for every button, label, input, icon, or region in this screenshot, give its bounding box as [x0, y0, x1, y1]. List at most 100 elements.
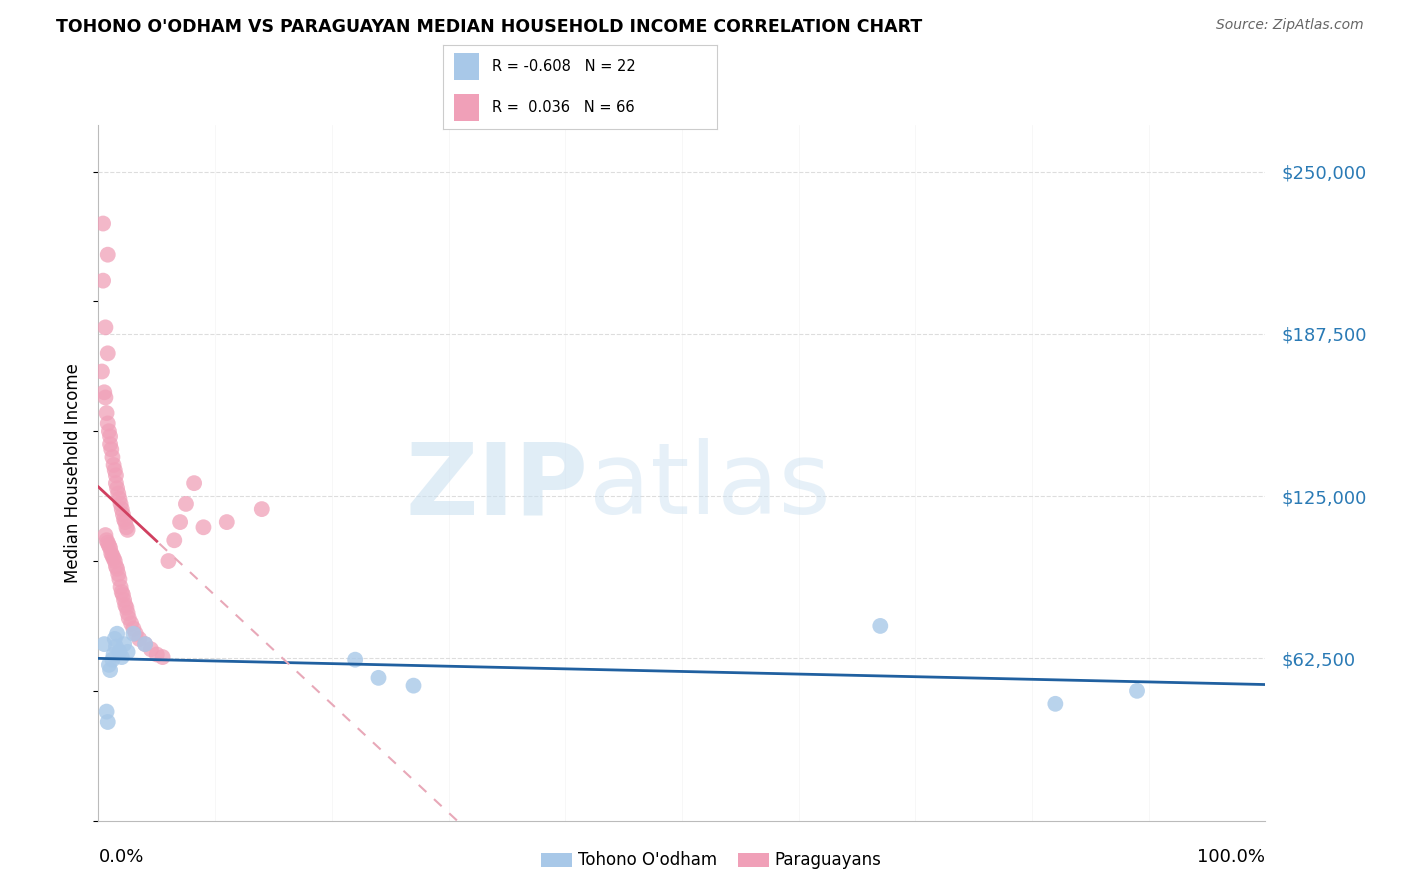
- Point: [139, 642, 162, 657]
- Point: [250, 502, 273, 516]
- Point: [183, 476, 205, 491]
- Bar: [454, 94, 478, 120]
- Point: [134, 637, 156, 651]
- Point: [96, 533, 118, 548]
- Text: ZIP: ZIP: [406, 438, 589, 535]
- Point: [402, 679, 425, 693]
- Text: atlas: atlas: [589, 438, 830, 535]
- Point: [163, 533, 186, 548]
- Text: Tohono O'odham: Tohono O'odham: [578, 851, 717, 869]
- Point: [104, 463, 127, 477]
- Point: [97, 714, 120, 729]
- Point: [103, 551, 125, 566]
- Text: TOHONO O'ODHAM VS PARAGUAYAN MEDIAN HOUSEHOLD INCOME CORRELATION CHART: TOHONO O'ODHAM VS PARAGUAYAN MEDIAN HOUS…: [56, 18, 922, 36]
- Point: [103, 648, 125, 662]
- Point: [367, 671, 389, 685]
- Point: [120, 616, 142, 631]
- Point: [103, 458, 125, 472]
- Point: [104, 632, 127, 646]
- Point: [110, 497, 132, 511]
- Point: [193, 520, 215, 534]
- Point: [107, 567, 129, 582]
- Point: [152, 650, 174, 665]
- Point: [146, 648, 169, 662]
- Point: [111, 585, 134, 599]
- Point: [105, 562, 128, 576]
- Point: [157, 554, 180, 568]
- Point: [1045, 697, 1067, 711]
- Point: [96, 406, 118, 420]
- Point: [94, 391, 117, 405]
- Point: [125, 626, 148, 640]
- Point: [108, 572, 131, 586]
- Text: R =  0.036   N = 66: R = 0.036 N = 66: [492, 100, 636, 115]
- Point: [98, 437, 121, 451]
- Y-axis label: Median Household Income: Median Household Income: [65, 363, 83, 582]
- Point: [93, 637, 115, 651]
- Point: [98, 429, 121, 443]
- Point: [115, 600, 138, 615]
- Point: [108, 491, 131, 506]
- Point: [122, 626, 145, 640]
- Point: [111, 508, 134, 522]
- Point: [105, 481, 128, 495]
- Point: [97, 417, 120, 431]
- Point: [101, 450, 124, 465]
- Point: [91, 217, 114, 231]
- Point: [97, 657, 120, 672]
- Point: [169, 515, 191, 529]
- Bar: [454, 54, 478, 80]
- Point: [118, 611, 141, 625]
- Point: [112, 637, 135, 651]
- Point: [108, 645, 131, 659]
- Text: Paraguayans: Paraguayans: [775, 851, 882, 869]
- Point: [94, 320, 117, 334]
- Point: [215, 515, 238, 529]
- Point: [128, 632, 150, 646]
- Point: [114, 598, 136, 612]
- Point: [97, 248, 120, 262]
- Point: [110, 580, 132, 594]
- Point: [117, 606, 139, 620]
- Point: [97, 536, 120, 550]
- Point: [122, 622, 145, 636]
- Point: [97, 538, 120, 552]
- Point: [174, 497, 197, 511]
- Point: [97, 424, 120, 438]
- Point: [134, 637, 156, 651]
- Point: [111, 650, 134, 665]
- Point: [96, 705, 118, 719]
- Point: [100, 442, 122, 457]
- Point: [101, 653, 124, 667]
- Point: [107, 486, 129, 500]
- Point: [1126, 683, 1149, 698]
- Point: [93, 385, 115, 400]
- Point: [344, 653, 367, 667]
- Point: [111, 502, 134, 516]
- Point: [112, 512, 135, 526]
- Point: [104, 476, 127, 491]
- Point: [105, 626, 128, 640]
- Text: 0.0%: 0.0%: [98, 848, 143, 866]
- Point: [104, 559, 127, 574]
- Point: [104, 468, 127, 483]
- Point: [97, 346, 120, 360]
- Text: Source: ZipAtlas.com: Source: ZipAtlas.com: [1216, 18, 1364, 32]
- Point: [91, 274, 114, 288]
- Text: 100.0%: 100.0%: [1198, 848, 1265, 866]
- Text: R = -0.608   N = 22: R = -0.608 N = 22: [492, 59, 636, 74]
- Point: [104, 640, 127, 654]
- Point: [100, 546, 122, 560]
- Point: [117, 523, 139, 537]
- Point: [112, 593, 135, 607]
- Point: [117, 645, 139, 659]
- Point: [90, 364, 112, 378]
- Point: [98, 541, 121, 555]
- Point: [94, 528, 117, 542]
- Point: [101, 549, 124, 563]
- Point: [115, 520, 138, 534]
- Point: [98, 663, 121, 677]
- Point: [114, 515, 136, 529]
- Point: [111, 588, 134, 602]
- Point: [104, 554, 127, 568]
